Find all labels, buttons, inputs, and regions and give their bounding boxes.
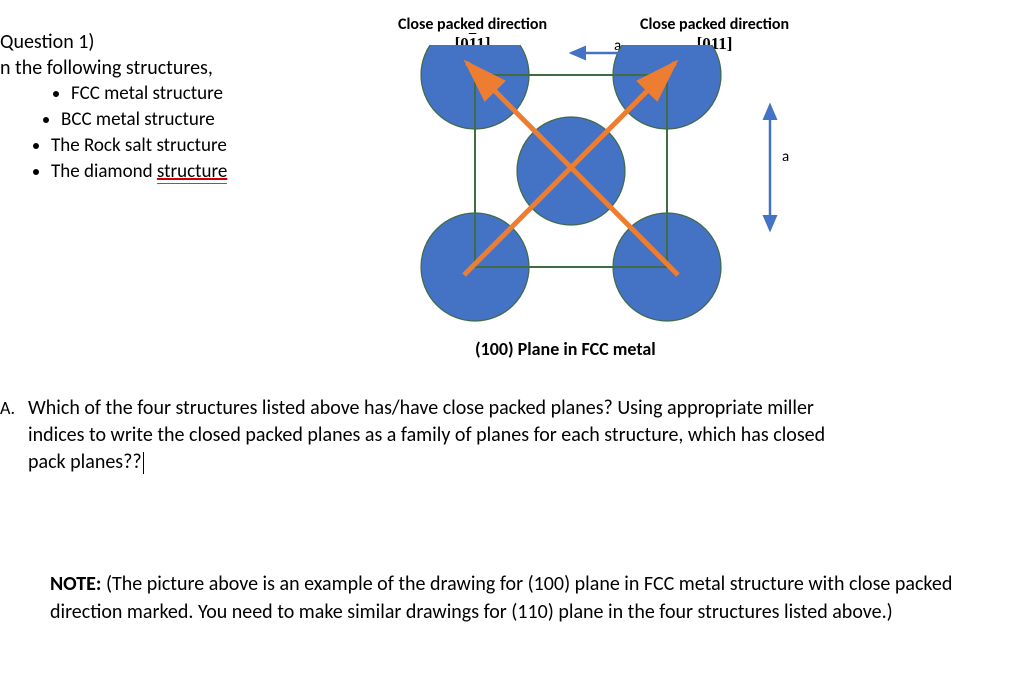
question-header: Question 1) bbox=[0, 30, 94, 54]
note-block: NOTE: (The picture above is an example o… bbox=[50, 570, 1000, 626]
structure-link: structure bbox=[157, 160, 227, 184]
figure-caption: (100) Plane in FCC metal bbox=[475, 338, 656, 360]
fcc-plane-svg bbox=[380, 45, 880, 345]
note-label: NOTE: bbox=[50, 572, 101, 596]
part-a: A.Which of the four structures listed ab… bbox=[0, 395, 1000, 476]
list-item: BCC metal structure bbox=[61, 108, 227, 131]
part-a-prefix: A. bbox=[0, 397, 28, 419]
diagram: Close packed direction [011] Close packe… bbox=[380, 15, 880, 375]
list-item: The diamond structure bbox=[51, 160, 227, 183]
structure-list: FCC metal structure BCC metal structure … bbox=[35, 82, 227, 186]
list-item: FCC metal structure bbox=[71, 82, 227, 105]
list-item: The Rock salt structure bbox=[51, 134, 227, 157]
question-subtext: n the following structures, bbox=[0, 56, 213, 80]
text-cursor bbox=[143, 452, 144, 474]
